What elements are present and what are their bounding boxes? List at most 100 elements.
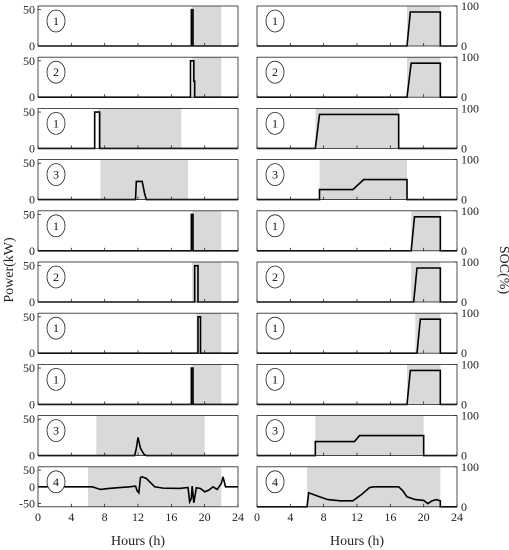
y-tick-label: 100 xyxy=(461,101,479,115)
y-tick-label: 100 xyxy=(461,50,479,64)
badge-label: 1 xyxy=(272,116,278,130)
badge-circle xyxy=(265,112,285,135)
badge-label: 2 xyxy=(272,270,278,284)
x-tick-label: 0 xyxy=(254,510,260,524)
panel-left-6: 0 50 2 xyxy=(23,259,239,309)
panel-right-1: 0 100 1 xyxy=(256,0,479,53)
y-tick-label: 0 xyxy=(461,141,467,155)
y-tick-label: 0 xyxy=(29,346,35,360)
panel-right-6: 0 100 2 xyxy=(256,255,479,309)
badge-label: 2 xyxy=(53,270,59,284)
shaded-region xyxy=(192,57,222,98)
y-tick-label: 100 xyxy=(461,204,479,218)
x-tick-label: 12 xyxy=(351,510,363,524)
x-tick-label: 16 xyxy=(384,510,396,524)
badge-circle xyxy=(46,316,66,340)
y-tick-label: 100 xyxy=(461,0,479,13)
badge-label: 1 xyxy=(272,14,278,28)
badge-circle xyxy=(46,214,66,238)
badge-label: 3 xyxy=(272,424,278,438)
badge-label: 4 xyxy=(53,475,59,489)
panel-right-8: 0 100 1 xyxy=(256,357,479,411)
y-tick-label: 100 xyxy=(461,409,479,423)
soc-line xyxy=(257,486,457,508)
y-tick-label: 50 xyxy=(23,105,35,119)
y-tick-label: 0 xyxy=(29,480,35,494)
y-axis-label-right: SOC(%) xyxy=(496,246,509,295)
y-tick-label: 0 xyxy=(461,500,467,514)
y-tick-label: 0 xyxy=(461,449,467,463)
y-tick-label: 50 xyxy=(23,361,35,375)
shaded-region xyxy=(192,364,222,405)
badge-circle xyxy=(46,265,66,289)
x-tick-label: 24 xyxy=(451,510,463,524)
x-tick-label: 4 xyxy=(68,510,74,524)
badge-label: 1 xyxy=(53,372,59,386)
y-tick-label: 0 xyxy=(29,141,35,155)
soc-line xyxy=(257,178,457,201)
x-tick-label: 12 xyxy=(132,510,144,524)
panel-left-5: 0 50 1 xyxy=(23,207,239,258)
panel-left-4: 0 50 3 xyxy=(23,156,239,207)
y-tick-label: 0 xyxy=(29,295,35,309)
shaded-region xyxy=(192,6,222,46)
badge-label: 3 xyxy=(272,168,278,182)
panel-left-8: 0 50 1 xyxy=(23,361,239,411)
badge-circle xyxy=(46,112,66,135)
panel-left-9: 0 50 3 xyxy=(23,412,239,463)
y-tick-label: 100 xyxy=(461,357,479,371)
shaded-region xyxy=(96,415,205,456)
y-tick-label: 0 xyxy=(461,193,467,207)
y-tick-label: 0 xyxy=(461,397,467,411)
y-tick-label: 50 xyxy=(23,3,35,17)
y-tick-label: 50 xyxy=(23,463,35,477)
badge-label: 4 xyxy=(272,475,278,489)
badge-label: 1 xyxy=(53,14,59,28)
badge-label: 1 xyxy=(272,219,278,233)
badge-label: 1 xyxy=(53,321,59,335)
y-tick-label: 0 xyxy=(461,346,467,360)
y-tick-label: 0 xyxy=(29,193,35,207)
x-axis-label-right: Hours (h) xyxy=(330,534,384,549)
shaded-region xyxy=(192,210,222,251)
badge-label: 1 xyxy=(53,116,59,130)
badge-circle xyxy=(46,419,66,443)
y-tick-label: 100 xyxy=(461,255,479,269)
y-tick-label: 0 xyxy=(461,90,467,104)
y-tick-label: 50 xyxy=(23,207,35,221)
panel-left-7: 0 50 1 xyxy=(23,310,239,360)
badge-circle xyxy=(46,9,66,33)
panel-right-5: 0 100 1 xyxy=(256,204,479,258)
panel-right-3: 0 100 1 xyxy=(256,101,479,155)
y-tick-label: 50 xyxy=(23,412,35,426)
y-tick-label: 0 xyxy=(29,244,35,258)
y-axis-label-left: Power(kW) xyxy=(2,237,17,303)
y-tick-label: 100 xyxy=(461,460,479,474)
y-tick-label: 0 xyxy=(461,39,467,53)
badge-label: 3 xyxy=(53,168,59,182)
power-line xyxy=(38,60,238,98)
x-tick-label: 20 xyxy=(418,510,430,524)
badge-circle xyxy=(265,367,285,391)
x-tick-label: 4 xyxy=(287,510,293,524)
badge-circle xyxy=(265,419,285,443)
panel-left-1: 0 50 1 xyxy=(23,3,239,53)
panel-right-7: 0 100 1 xyxy=(256,306,479,360)
x-tick-label: 16 xyxy=(165,510,177,524)
y-tick-label: 100 xyxy=(461,306,479,320)
badge-label: 2 xyxy=(53,65,59,79)
y-tick-label: -50 xyxy=(19,496,35,510)
x-tick-label: 24 xyxy=(232,510,244,524)
x-tick-label: 0 xyxy=(35,510,41,524)
panel-left-3: 0 50 1 xyxy=(23,105,239,155)
soc-line xyxy=(257,434,457,457)
power-line xyxy=(38,475,238,505)
x-tick-label: 20 xyxy=(199,510,211,524)
panels: 0501010010502010020501010010503010030501… xyxy=(19,0,479,524)
badge-circle xyxy=(46,470,66,494)
badge-circle xyxy=(265,470,285,494)
panel-right-2: 0 100 2 xyxy=(256,50,479,104)
badge-circle xyxy=(265,265,285,289)
y-tick-label: 50 xyxy=(23,259,35,273)
